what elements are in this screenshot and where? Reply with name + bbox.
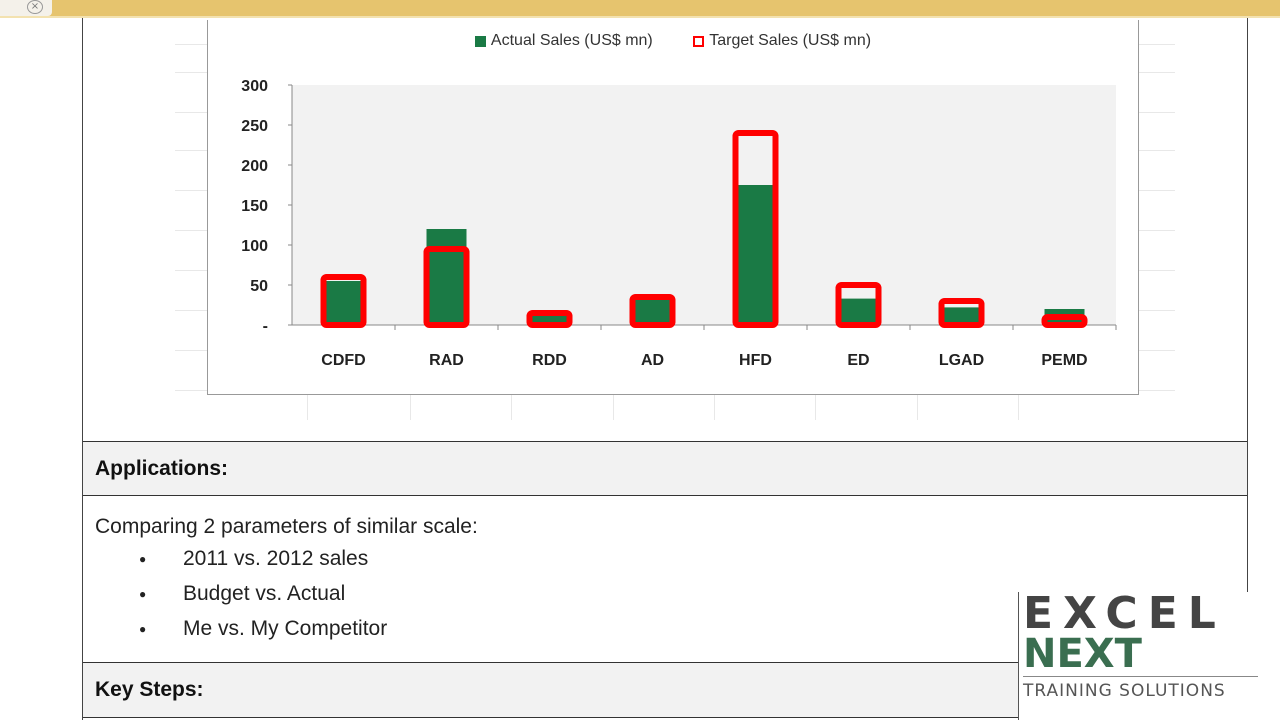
chart-legend: Actual Sales (US$ mn) Target Sales (US$ … <box>208 32 1138 52</box>
y-tick-label: 200 <box>241 158 268 175</box>
applications-body: Comparing 2 parameters of similar scale:… <box>95 515 478 652</box>
legend-label: Actual Sales (US$ mn) <box>490 32 653 49</box>
bar-target <box>526 310 573 328</box>
y-tick-label: 300 <box>241 78 268 95</box>
bar-target <box>320 274 367 328</box>
gridline <box>1018 395 1019 420</box>
gridline <box>815 395 816 420</box>
x-tick-label: RAD <box>429 352 464 369</box>
tab[interactable]: × <box>0 0 52 16</box>
logo-line2: NEXT <box>1023 631 1142 677</box>
list-item: Me vs. My Competitor <box>95 617 478 652</box>
bar-actual <box>426 229 467 325</box>
section-title: Key Steps: <box>95 678 204 701</box>
x-tick-label: HFD <box>739 352 772 369</box>
excel-next-logo: EXCEL NEXT TRAINING SOLUTIONS <box>1018 592 1258 720</box>
bar-actual <box>735 185 776 325</box>
applications-header: Applications: <box>83 441 1247 496</box>
chart[interactable]: Actual Sales (US$ mn) Target Sales (US$ … <box>207 20 1139 395</box>
bar-target <box>1041 314 1088 328</box>
y-tick-label: 250 <box>241 118 268 135</box>
bar-actual <box>632 299 673 325</box>
y-tick-label: 100 <box>241 238 268 255</box>
bar-target <box>423 246 470 328</box>
x-tick-label: ED <box>847 352 869 369</box>
legend-label: Target Sales (US$ mn) <box>709 32 872 49</box>
y-tick-label: 150 <box>241 198 268 215</box>
document-page <box>82 18 1248 720</box>
legend-actual: Actual Sales (US$ mn) <box>474 32 653 50</box>
section-title: Applications: <box>95 456 229 480</box>
gridline <box>917 395 918 420</box>
list-item: 2011 vs. 2012 sales <box>95 547 478 582</box>
bar-target <box>835 282 882 328</box>
legend-target: Target Sales (US$ mn) <box>693 32 871 50</box>
bar-actual <box>941 307 982 325</box>
applications-list: 2011 vs. 2012 sales Budget vs. Actual Me… <box>95 547 478 652</box>
bar-actual <box>529 315 570 325</box>
gridline <box>307 395 308 420</box>
plot-area: 300 250 200 150 100 50 - CDFD RAD RDD AD HFD ED LGAD P… <box>241 78 1117 369</box>
x-tick-label: AD <box>641 352 664 369</box>
logo-line3: TRAINING SOLUTIONS <box>1023 676 1258 701</box>
bar-target <box>938 298 985 328</box>
x-tick-label: PEMD <box>1041 352 1087 369</box>
browser-top-bar: × <box>0 0 1280 18</box>
intro-text: Comparing 2 parameters of similar scale: <box>95 515 478 538</box>
gridline <box>511 395 512 420</box>
close-icon[interactable]: × <box>27 0 43 14</box>
y-tick-label: 50 <box>250 278 268 295</box>
gridline <box>410 395 411 420</box>
bar-actual <box>323 281 364 325</box>
plot-background <box>292 85 1116 325</box>
x-tick-label: CDFD <box>321 352 365 369</box>
list-item: Budget vs. Actual <box>95 582 478 617</box>
y-tick-label: - <box>263 318 268 335</box>
gridline <box>714 395 715 420</box>
logo-line1: EXCEL <box>1023 588 1226 639</box>
gridline <box>613 395 614 420</box>
x-tick-label: LGAD <box>939 352 984 369</box>
bar-target <box>629 294 676 328</box>
x-tick-label: RDD <box>532 352 567 369</box>
bar-actual <box>838 298 879 325</box>
bar-target <box>732 130 779 328</box>
